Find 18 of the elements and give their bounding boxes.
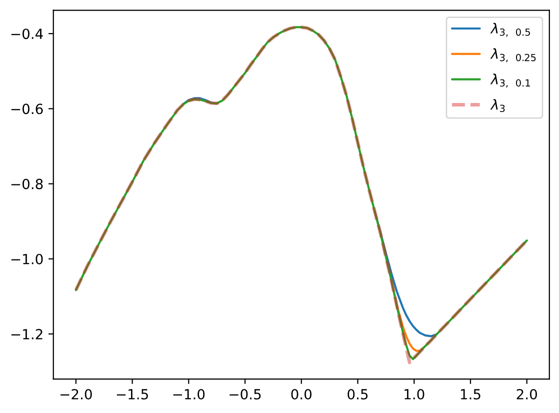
y-tick-label: −0.8: [11, 178, 43, 190]
y-tick-label: −0.4: [11, 28, 43, 40]
x-tick-label: −0.5: [230, 388, 261, 400]
x-tick-label: −1.0: [173, 388, 205, 400]
x-tick-label: −1.5: [116, 389, 148, 400]
y-tick-label: −1.2: [11, 328, 42, 340]
legend-label: λ$_{3, 0.1}$: [490, 74, 530, 88]
x-tick-label: 1.5: [460, 389, 480, 400]
x-tick-label: −2.0: [60, 388, 92, 400]
y-tick-label: −1.0: [11, 254, 43, 264]
x-tick-label: 0.5: [348, 388, 368, 400]
x-tick-label: 0.0: [291, 388, 312, 400]
y-tick-label: −0.6: [11, 104, 43, 114]
x-tick-label: 1.0: [404, 388, 424, 400]
legend-label: λ$_{3, 0.5}$: [490, 22, 530, 37]
x-tick-label: 2.0: [516, 388, 537, 400]
legend-label: λ$_{3}$: [490, 99, 505, 112]
legend-label: λ$_{3, 0.25}$: [490, 48, 536, 62]
